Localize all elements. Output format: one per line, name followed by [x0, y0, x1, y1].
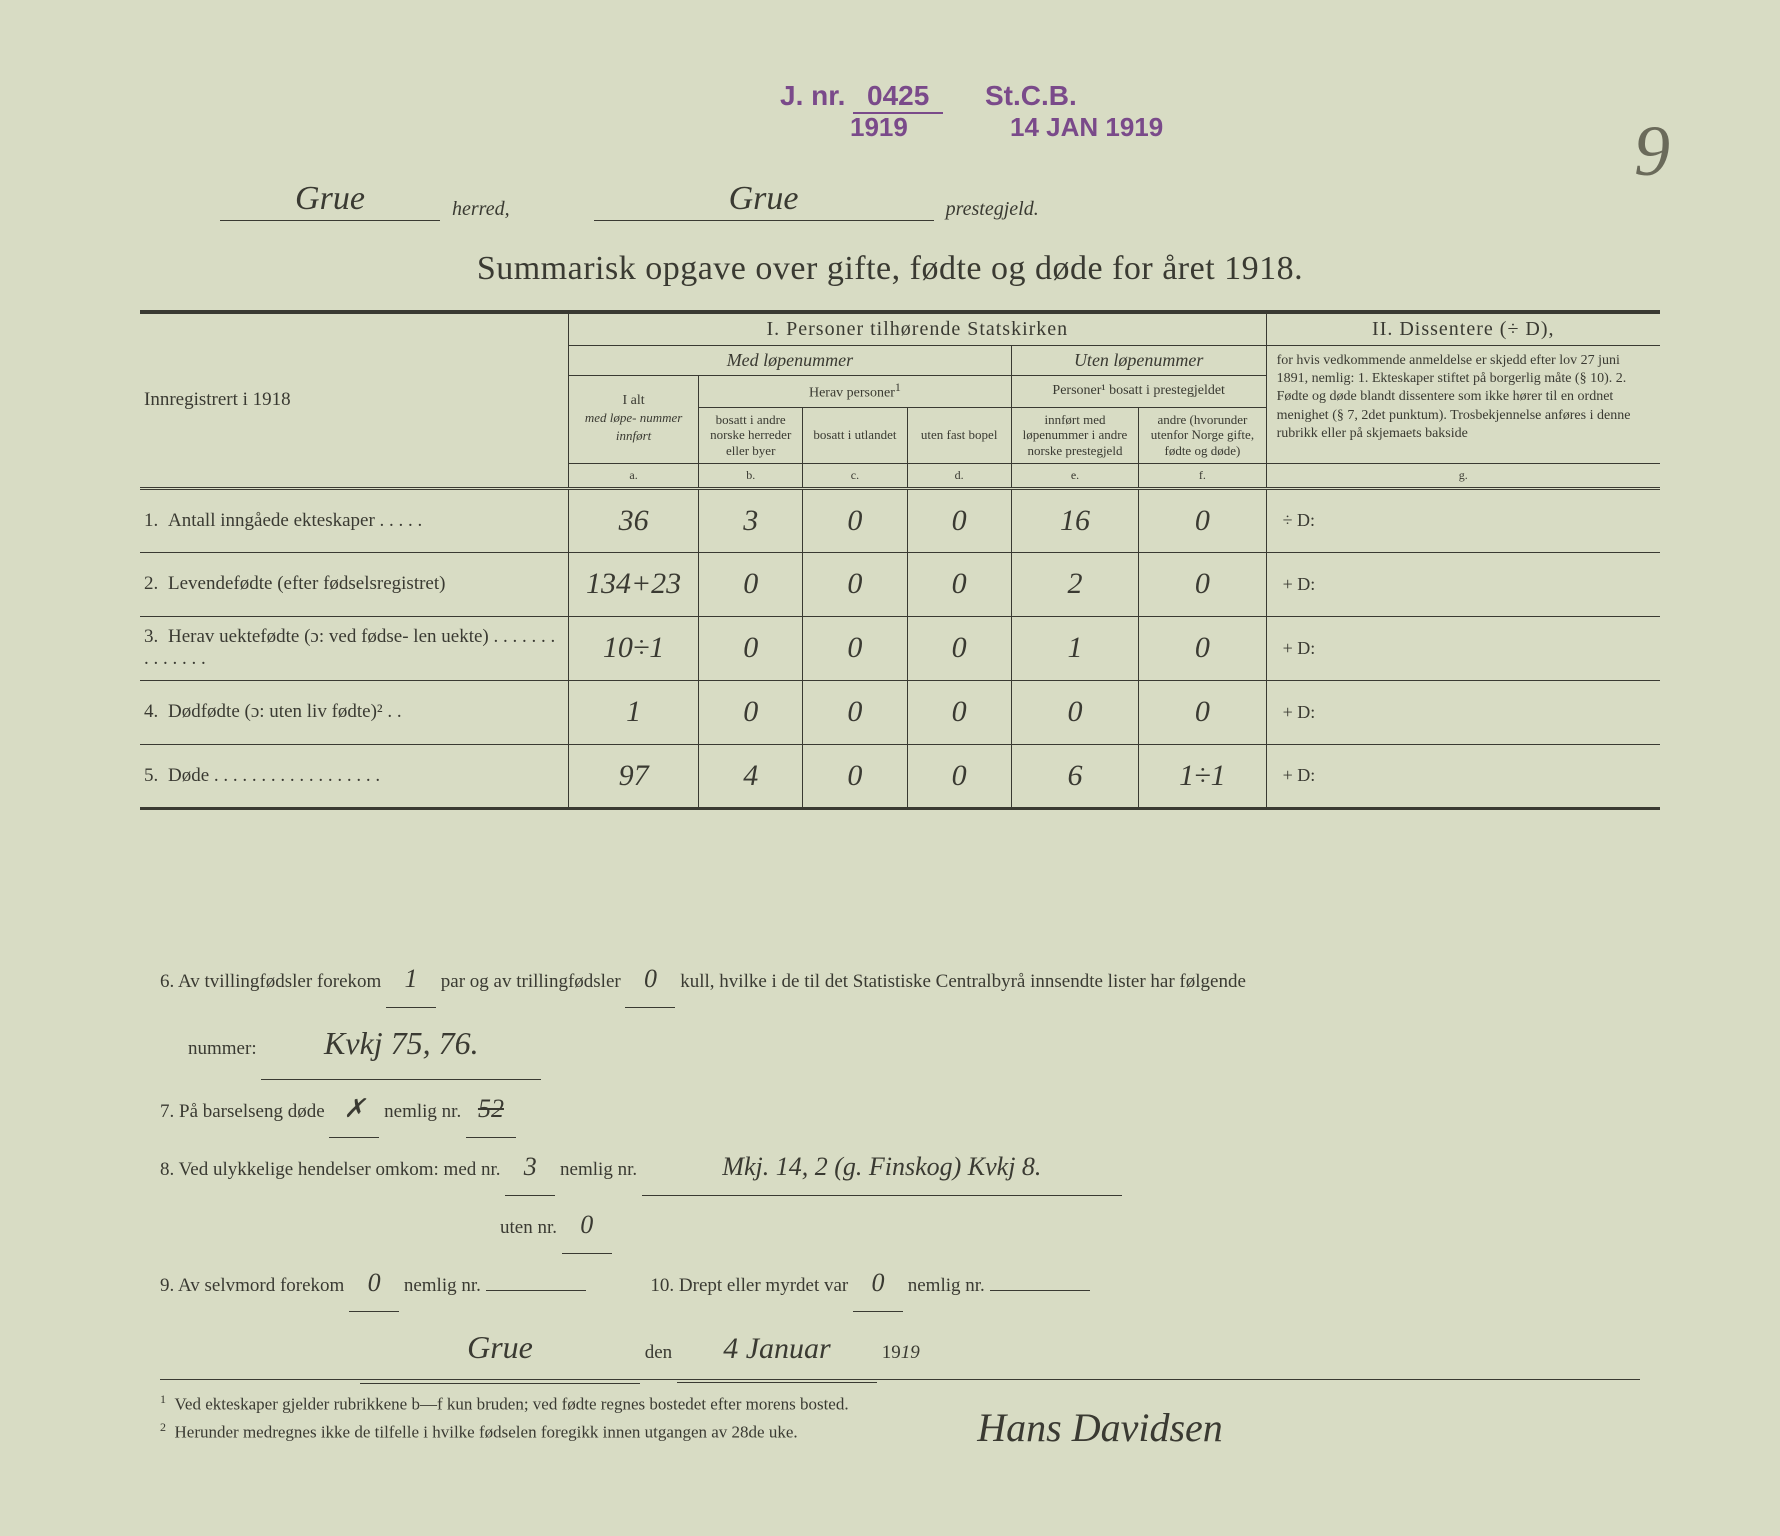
herred-value: Grue [220, 180, 440, 221]
cell-5d: 0 [907, 744, 1011, 808]
line-8b: uten nr. 0 [500, 1196, 1640, 1254]
section1-title: I. Personer tilhørende Statskirken [569, 312, 1267, 346]
line-7: 7. På barselseng døde ✗ nemlig nr. 52 [160, 1080, 1640, 1138]
cell-5g: + D: [1266, 744, 1660, 808]
cell-1e: 16 [1011, 488, 1138, 552]
cell-4b: 0 [699, 680, 803, 744]
col-f-header: andre (hvorunder utenfor Norge gifte, fø… [1139, 407, 1266, 463]
cell-5c: 0 [803, 744, 907, 808]
table-row: 2.Levendefødte (efter fødselsregistret) … [140, 552, 1660, 616]
cell-1b: 3 [699, 488, 803, 552]
table-row: 3.Herav uektefødte (ɔ: ved fødse- len ue… [140, 616, 1660, 680]
document-title: Summarisk opgave over gifte, fødte og dø… [80, 250, 1700, 288]
cell-3d: 0 [907, 616, 1011, 680]
herred-label: herred, [452, 198, 510, 221]
cell-2c: 0 [803, 552, 907, 616]
cell-4c: 0 [803, 680, 907, 744]
cell-4d: 0 [907, 680, 1011, 744]
cell-5e: 6 [1011, 744, 1138, 808]
line-6b: nummer: Kvkj 75, 76. [160, 1008, 1640, 1079]
signature-line: Grue den 4 Januar 1919 [360, 1312, 1640, 1383]
sub-c: c. [803, 463, 907, 488]
sub-b: b. [699, 463, 803, 488]
cell-3f: 0 [1139, 616, 1266, 680]
cell-2g: + D: [1266, 552, 1660, 616]
personer-bosatt: Personer¹ bosatt i prestegjeldet [1011, 376, 1266, 408]
cell-3b: 0 [699, 616, 803, 680]
cell-1f: 0 [1139, 488, 1266, 552]
col-e-header: innført med løpenummer i andre norske pr… [1011, 407, 1138, 463]
med-lopenummer: Med løpenummer [569, 346, 1012, 376]
dissenter-text: for hvis vedkommende anmeldelse er skjed… [1266, 346, 1660, 464]
stamp-received-date: 14 JAN 1919 [1010, 112, 1163, 143]
cell-2d: 0 [907, 552, 1011, 616]
stamp-stcb: St.C.B. [985, 80, 1077, 112]
document-page: J. nr. 0425 St.C.B. 1919 14 JAN 1919 9 G… [80, 50, 1700, 1486]
footnote-1: Ved ekteskaper gjelder rubrikkene b—f ku… [175, 1395, 849, 1414]
sub-a: a. [569, 463, 699, 488]
cell-1c: 0 [803, 488, 907, 552]
cell-2b: 0 [699, 552, 803, 616]
cell-3a: 10÷1 [569, 616, 699, 680]
cell-2e: 2 [1011, 552, 1138, 616]
ialt: I alt [622, 393, 644, 408]
line-8: 8. Ved ulykkelige hendelser omkom: med n… [160, 1138, 1640, 1196]
col-d-header: uten fast bopel [907, 407, 1011, 463]
cell-3c: 0 [803, 616, 907, 680]
line-9-10: 9. Av selvmord forekom 0 nemlig nr. 10. … [160, 1254, 1640, 1312]
cell-4e: 0 [1011, 680, 1138, 744]
cell-4a: 1 [569, 680, 699, 744]
header-line: Grue herred, Grue prestegjeld. [220, 180, 1420, 221]
section2-title: II. Dissentere (÷ D), [1266, 312, 1660, 346]
footnotes: 1 Ved ekteskaper gjelder rubrikkene b—f … [160, 1379, 1640, 1446]
cell-4f: 0 [1139, 680, 1266, 744]
prestegjeld-label: prestegjeld. [946, 198, 1039, 221]
stamp-journal-number: J. nr. 0425 [780, 80, 943, 114]
cell-3g: + D: [1266, 616, 1660, 680]
innregistrert-label: Innregistrert i 1918 [144, 389, 291, 410]
footnote-2: Herunder medregnes ikke de tilfelle i hv… [175, 1423, 798, 1442]
sub-e: e. [1011, 463, 1138, 488]
ialt-sub: med løpe- nummer innført [585, 410, 682, 443]
table-row: 1.Antall inngåede ekteskaper . . . . . 3… [140, 488, 1660, 552]
col-c-header: bosatt i utlandet [803, 407, 907, 463]
cell-5a: 97 [569, 744, 699, 808]
herav-personer: Herav personer1 [699, 376, 1012, 408]
line-6: 6. Av tvillingfødsler forekom 1 par og a… [160, 950, 1640, 1008]
cell-1g: ÷ D: [1266, 488, 1660, 552]
cell-2a: 134+23 [569, 552, 699, 616]
stamp-year: 1919 [850, 112, 908, 143]
sub-d: d. [907, 463, 1011, 488]
main-table: Innregistrert i 1918 I. Personer tilhøre… [140, 310, 1660, 810]
table-row: 5.Døde . . . . . . . . . . . . . . . . .… [140, 744, 1660, 808]
cell-5f: 1÷1 [1139, 744, 1266, 808]
col-b-header: bosatt i andre norske herreder eller bye… [699, 407, 803, 463]
page-number: 9 [1634, 110, 1670, 193]
uten-lopenummer: Uten løpenummer [1011, 346, 1266, 376]
cell-1d: 0 [907, 488, 1011, 552]
table-row: 4.Dødfødte (ɔ: uten liv fødte)² . . 1 0 … [140, 680, 1660, 744]
cell-3e: 1 [1011, 616, 1138, 680]
cell-4g: + D: [1266, 680, 1660, 744]
cell-5b: 4 [699, 744, 803, 808]
sub-g: g. [1266, 463, 1660, 488]
cell-2f: 0 [1139, 552, 1266, 616]
sub-f: f. [1139, 463, 1266, 488]
cell-1a: 36 [569, 488, 699, 552]
prestegjeld-value: Grue [594, 180, 934, 221]
